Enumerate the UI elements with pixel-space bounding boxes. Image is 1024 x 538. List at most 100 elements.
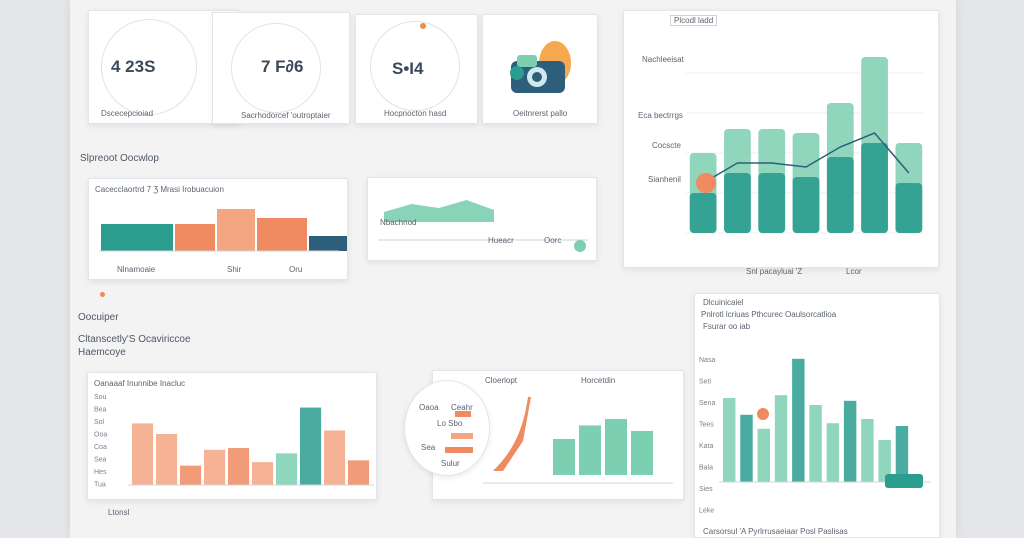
- main-chart-svg: [686, 57, 924, 234]
- right-chart-subtitle: Fsurar oo iab: [703, 322, 751, 331]
- kpi-card-3[interactable]: S•Ɩ4 Hocpnocton hasd: [355, 14, 478, 124]
- mid-center-area: [384, 200, 494, 222]
- right-chart-y-tick: Sies: [699, 486, 713, 493]
- bottom-left-chart-svg: Sou Bea Sol Ooa Coa Sea Hes Tua: [94, 394, 374, 489]
- lens-label: Sulur: [441, 459, 460, 468]
- right-chart-bar: [861, 419, 874, 482]
- bottom-left-y-tick: Bea: [94, 407, 107, 414]
- right-chart-bar: [809, 405, 822, 482]
- main-trend-line: [702, 132, 910, 184]
- right-chart-highlight-marker: [757, 408, 769, 420]
- main-chart-card[interactable]: Plcodl ladd Nachleeisat Eca bectrrgs Coc…: [623, 10, 939, 268]
- bottom-left-bar: [324, 430, 346, 485]
- main-chart-side-label: Sianhenil: [648, 175, 681, 184]
- bottom-left-bar: [228, 448, 250, 485]
- bottom-center-label: Cloerlopt: [485, 376, 518, 385]
- bottom-left-footer: Ltonsl: [108, 508, 130, 517]
- bottom-left-bar: [204, 449, 226, 485]
- main-chart-header: Plcodl ladd: [670, 15, 718, 26]
- right-chart-bar: [843, 400, 857, 482]
- main-bar: [895, 183, 923, 233]
- bottom-left-bar: [180, 465, 202, 485]
- main-bar: [792, 177, 820, 233]
- right-chart-bar: [895, 426, 909, 482]
- sub-heading-line2: Haemcoye: [78, 347, 126, 358]
- right-chart-title: Pnlrotl lcriuas Pthcurec Oaulsorcatlioa: [701, 310, 837, 319]
- kpi-card-2[interactable]: 7 F∂6 Sacrhodorcef 'outroptaier: [212, 12, 350, 124]
- right-bottom-chart-card[interactable]: Dlcuinicaiel Pnlrotl lcriuas Pthcurec Oa…: [694, 293, 940, 538]
- bottom-left-y-tick: Sol: [94, 419, 105, 426]
- right-chart-bar: [723, 398, 736, 482]
- kpi-label: Sacrhodorcef 'outroptaier: [241, 111, 331, 120]
- main-highlight-marker: [696, 173, 716, 193]
- mid-left-axis-label: Oru: [289, 265, 303, 274]
- mid-center-label: Nbachnod: [380, 218, 417, 227]
- right-chart-top-label: Dlcuinicaiel: [703, 298, 744, 307]
- kpi-card-4[interactable]: Oeitnrerst pallo: [482, 14, 598, 124]
- bottom-left-bar: [252, 462, 274, 485]
- bottom-center-bar: [631, 431, 653, 475]
- mid-left-axis-label: Shir: [227, 265, 242, 274]
- right-chart-y-tick: Bala: [699, 465, 713, 472]
- right-chart-footer: Carsorsul 'A Pyrlrrusaeiaar Posl Paslisa…: [703, 527, 848, 536]
- lens-label: Ceahr: [451, 403, 473, 412]
- mid-left-bar: [175, 224, 215, 251]
- bottom-left-y-tick: Sea: [94, 457, 107, 464]
- right-chart-bar: [878, 440, 891, 482]
- lens-bars: [445, 411, 473, 453]
- bottom-left-bar: [156, 433, 178, 485]
- main-chart-caption: Snl pacayluai 'Z: [746, 267, 803, 276]
- lens-label: Oaoa: [419, 403, 439, 412]
- mid-center-dot-marker: [574, 240, 586, 252]
- kpi-value: 7 F∂6: [261, 57, 304, 76]
- main-bar: [861, 143, 888, 233]
- overview-heading: Slpreoot Oocwlop: [80, 153, 159, 164]
- mid-center-chart-card[interactable]: Nbachnod Hueacr Oorc: [367, 177, 597, 261]
- mid-left-axis-label: Nlnamoaie: [117, 265, 156, 274]
- right-chart-bar: [740, 414, 753, 482]
- right-chart-bar: [774, 395, 788, 482]
- bottom-left-bar: [276, 453, 298, 485]
- sub-heading: Oocuiper: [78, 312, 119, 323]
- right-chart-y-tick: Tees: [699, 422, 714, 429]
- right-chart-y-tick: Leke: [699, 508, 714, 515]
- main-chart-side-label: Nachleeisat: [642, 55, 684, 64]
- main-chart-caption-2: Lcor: [846, 267, 862, 276]
- right-chart-legend-swatch: [885, 474, 923, 488]
- mid-center-label: Hueacr: [488, 236, 514, 245]
- mid-center-label: Oorc: [544, 236, 562, 245]
- lens-label: Lo Sbo: [437, 419, 463, 428]
- bottom-center-bar: [579, 425, 601, 475]
- right-chart-y-tick: Nasa: [699, 357, 715, 364]
- lens-label: Sea: [421, 443, 436, 452]
- mid-left-chart-title: Cacecclaortrd 7 Ʒ Mrasi Irobuacuion: [95, 185, 224, 194]
- main-bar: [724, 173, 751, 233]
- bottom-center-chart-svg: [483, 397, 673, 484]
- kpi-label: Dscecepcioiad: [101, 109, 154, 118]
- main-bar: [826, 157, 854, 233]
- mid-left-chart-card[interactable]: Cacecclaortrd 7 Ʒ Mrasi Irobuacuion Nlna…: [88, 178, 348, 280]
- kpi-label: Hocpnocton hasd: [384, 109, 447, 118]
- kpi-ring: [101, 19, 197, 115]
- sub-heading-line1: Cltanscetly'S Ocaviriccoe: [78, 334, 191, 345]
- bottom-left-y-tick: Tua: [94, 482, 106, 489]
- mid-left-chart-svg: [99, 209, 347, 252]
- bottom-left-chart-card[interactable]: Oanaaaf Inunnibe Inacluc Sou Bea Sol Ooa Coa…: [87, 372, 377, 500]
- kpi-value: 4 23S: [111, 57, 156, 76]
- magnifier-lens[interactable]: Oaoa Ceahr Lo Sbo Sea Sulur: [404, 380, 490, 476]
- kpi-ring: [231, 23, 321, 113]
- bottom-left-chart-title: Oanaaaf Inunnibe Inacluc: [94, 379, 186, 388]
- main-chart-side-label: Cocscte: [652, 141, 681, 150]
- right-chart-y-tick: Seti: [699, 379, 712, 386]
- mid-left-bar: [101, 224, 173, 251]
- right-bottom-chart-svg: Nasa Seti Sena Tees Kata Bala Sies Leke: [699, 357, 931, 515]
- bottom-left-y-tick: Ooa: [94, 432, 107, 439]
- bottom-center-label: Horcetdin: [581, 376, 616, 385]
- section-marker-dot: [100, 292, 105, 297]
- right-chart-bar: [826, 423, 840, 482]
- mid-left-bar: [309, 236, 347, 251]
- main-chart-side-label: Eca bectrrgs: [638, 111, 683, 120]
- kpi-label: Oeitnrerst pallo: [513, 109, 568, 118]
- bottom-center-bar: [553, 439, 575, 475]
- kpi-ring: [370, 21, 460, 111]
